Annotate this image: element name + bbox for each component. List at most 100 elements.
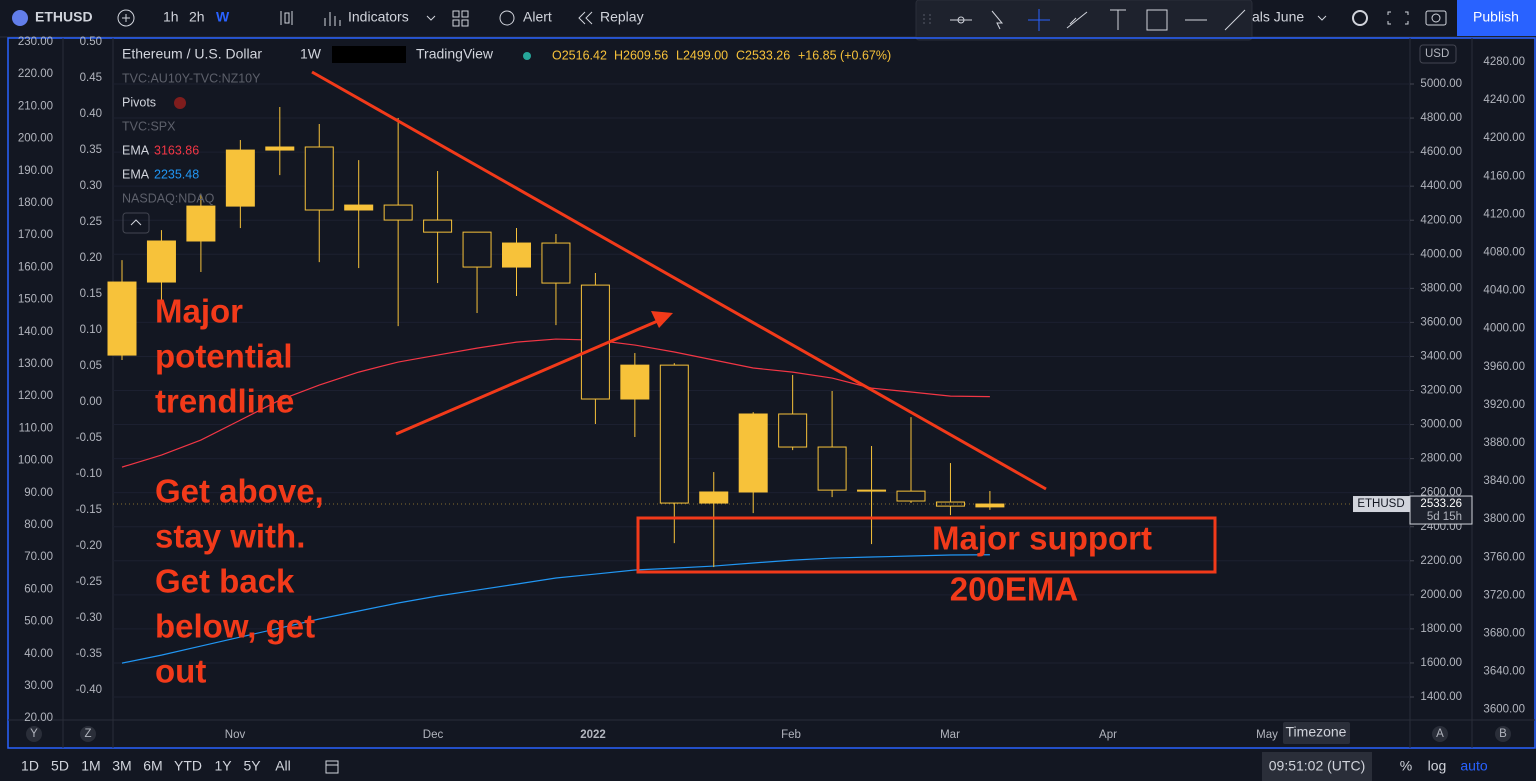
study: EMA (122, 143, 150, 157)
note-text: Get back (155, 563, 295, 600)
settings-button[interactable] (1352, 10, 1368, 26)
left-axis-label: 0.00 (80, 396, 102, 408)
percent-toggle[interactable]: % (1400, 758, 1412, 774)
tool-line[interactable] (950, 16, 972, 24)
axis-button[interactable] (26, 726, 42, 742)
layout-button[interactable] (452, 10, 469, 27)
note-text: out (155, 653, 206, 690)
left-axis-label: 170.00 (18, 229, 53, 241)
clock[interactable]: 09:51:02 (UTC) (1269, 758, 1365, 774)
axis-button[interactable] (80, 726, 96, 742)
fullscreen-button[interactable] (1387, 11, 1409, 25)
publish-button[interactable] (1457, 0, 1536, 36)
study-value: 2235.48 (154, 167, 199, 181)
chart-type-button[interactable] (280, 11, 293, 25)
top-toolbar (0, 0, 1536, 37)
interval[interactable]: 2h (189, 9, 205, 25)
dropdown-arrow[interactable] (1317, 15, 1327, 21)
log-toggle[interactable]: log (1428, 758, 1447, 774)
chart-frame (7, 37, 1536, 749)
left-axis-label: 30.00 (24, 680, 53, 692)
replay-button[interactable]: Replay (600, 9, 644, 25)
symbol[interactable]: ETHUSD (35, 9, 93, 25)
left-axis-label: -0.30 (76, 612, 102, 624)
interval[interactable]: 1h (163, 9, 179, 25)
range-button[interactable]: 5Y (243, 758, 261, 774)
tool-text[interactable] (1110, 9, 1126, 30)
studies: TVC:AU10Y-TVC:NZ10Y Pivots TVC:SPX EMA 3… (122, 71, 261, 234)
compare-button[interactable] (117, 9, 135, 27)
left-axis-label: 140.00 (18, 326, 53, 338)
candle-body (857, 489, 887, 492)
currency-button[interactable] (1419, 44, 1457, 64)
x-tick-label: Mar (940, 729, 960, 741)
range-button[interactable]: 1M (81, 758, 100, 774)
range-button[interactable]: 5D (51, 758, 69, 774)
left-axis-label: -0.15 (76, 504, 102, 516)
candle-body (462, 231, 492, 268)
left-axis-label: 0.05 (80, 360, 102, 372)
snapshot-button[interactable] (1425, 10, 1447, 26)
right-axis-label: 3960.00 (1483, 361, 1525, 373)
tool-cursor[interactable] (991, 10, 1004, 30)
axis-button-label: B (1499, 728, 1507, 740)
y-tick-label: 3000.00 (1420, 419, 1462, 431)
y-tick-label: 3200.00 (1420, 385, 1462, 397)
y-tick-label: 1400.00 (1420, 691, 1462, 703)
candle-body (146, 240, 176, 283)
tool-trend[interactable] (1066, 11, 1088, 29)
range-button[interactable]: 3M (112, 758, 131, 774)
left-axis-label: -0.20 (76, 540, 102, 552)
candle-body (265, 146, 295, 151)
tool-ray[interactable] (1224, 9, 1246, 31)
axis-button[interactable] (1432, 726, 1448, 742)
collapse-icon (130, 219, 142, 226)
publish-label: Publish (1473, 9, 1519, 25)
symbol-icon (12, 10, 28, 26)
range-button[interactable]: 1Y (214, 758, 232, 774)
candle-body (778, 413, 808, 448)
drag-handle[interactable] (923, 14, 931, 26)
range-button[interactable]: 1D (21, 758, 39, 774)
ohlc: O2516.42 H2609.56 L2499.00 C2533.26 +16.… (552, 48, 891, 62)
study: NASDAQ:NDAQ (122, 191, 215, 205)
left-axis-label: 0.15 (80, 288, 102, 300)
left-axis-label: 60.00 (24, 583, 53, 595)
indicators-button[interactable]: Indicators (348, 9, 409, 25)
left-axis-label: 50.00 (24, 616, 53, 628)
left-axis-label: 0.45 (80, 72, 102, 84)
note-text: Major support (932, 520, 1152, 557)
range-button[interactable]: 6M (143, 758, 162, 774)
arrow-drawing[interactable] (395, 318, 661, 436)
left-axis-label: 230.00 (18, 36, 53, 48)
candle-body (423, 219, 453, 233)
plot (107, 83, 1410, 698)
left-axis-label: 40.00 (24, 648, 53, 660)
legend-interval: 1W (300, 46, 322, 62)
auto-toggle[interactable]: auto (1460, 758, 1487, 774)
y-tick-label: 4200.00 (1420, 214, 1462, 226)
layout-name[interactable]: als June (1252, 9, 1304, 25)
date-range-button[interactable] (325, 760, 339, 774)
y-tick-label: 2000.00 (1420, 589, 1462, 601)
tooltip: Timezone (1286, 724, 1347, 740)
collapse-legend[interactable] (122, 212, 150, 234)
note-text: below, get (155, 608, 315, 645)
tool-rect[interactable] (1146, 9, 1168, 31)
error-icon[interactable] (174, 97, 186, 109)
support-box[interactable] (636, 516, 1217, 574)
y-tick-label: 4600.00 (1420, 146, 1462, 158)
tool-crosshair[interactable] (1028, 9, 1050, 31)
left-axis-label: 150.00 (18, 294, 53, 306)
y-tick-label: 1600.00 (1420, 657, 1462, 669)
trendline-drawing[interactable] (311, 70, 1047, 491)
axis-button[interactable] (1495, 726, 1511, 742)
y-tick-label: 5000.00 (1420, 78, 1462, 90)
range-button[interactable]: YTD (174, 758, 202, 774)
candle-body (186, 205, 216, 242)
interval-active[interactable]: W (216, 9, 230, 25)
axis-button-label: A (1436, 728, 1444, 740)
alert-button[interactable]: Alert (523, 9, 552, 25)
range-button[interactable]: All (275, 758, 291, 774)
dropdown-arrow[interactable] (426, 15, 436, 21)
